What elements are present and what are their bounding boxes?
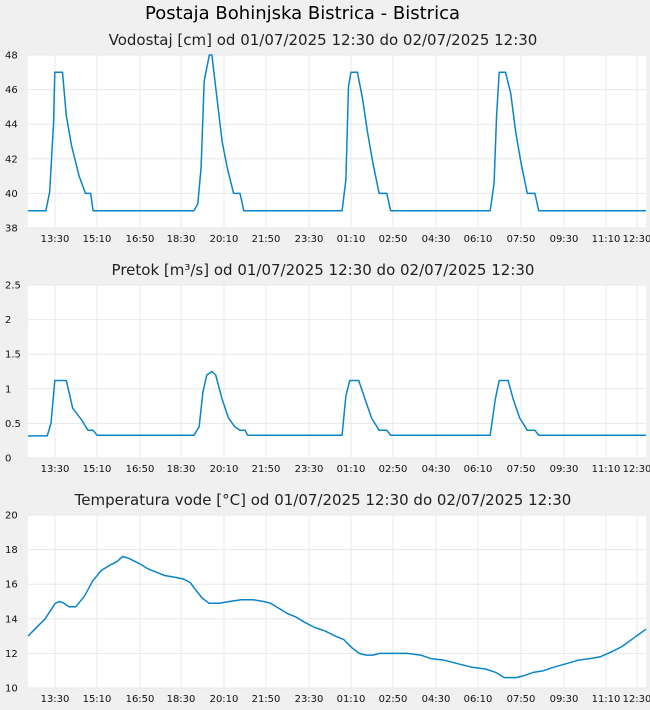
x-tick-label: 18:30 xyxy=(167,694,196,705)
y-tick-label: 42 xyxy=(5,154,18,165)
y-tick-label: 18 xyxy=(5,545,18,556)
x-tick-label: 04:30 xyxy=(422,464,451,475)
x-tick-label: 11:10 xyxy=(592,694,621,705)
y-tick-label: 2 xyxy=(5,315,11,326)
x-tick-label: 23:30 xyxy=(295,234,324,245)
x-tick-label: 23:30 xyxy=(295,694,324,705)
x-tick-label: 23:30 xyxy=(295,464,324,475)
y-tick-label: 20 xyxy=(5,511,18,522)
x-tick-label: 12:30 xyxy=(623,234,650,245)
x-tick-label: 06:10 xyxy=(464,464,493,475)
x-tick-label: 11:10 xyxy=(592,464,621,475)
y-tick-label: 38 xyxy=(5,224,18,235)
y-tick-label: 16 xyxy=(5,580,18,591)
x-tick-label: 02:50 xyxy=(379,464,408,475)
x-tick-label: 20:10 xyxy=(210,694,239,705)
x-tick-label: 12:30 xyxy=(623,464,650,475)
x-tick-label: 21:50 xyxy=(252,234,281,245)
x-tick-label: 18:30 xyxy=(167,234,196,245)
x-tick-label: 13:30 xyxy=(41,464,70,475)
x-tick-label: 04:30 xyxy=(422,234,451,245)
x-tick-label: 01:10 xyxy=(337,694,366,705)
chart-title: Pretok [m³/s] od 01/07/2025 12:30 do 02/… xyxy=(112,261,535,279)
x-tick-label: 15:10 xyxy=(83,694,112,705)
x-tick-label: 07:50 xyxy=(507,464,536,475)
x-tick-label: 18:30 xyxy=(167,464,196,475)
x-tick-label: 07:50 xyxy=(507,234,536,245)
y-tick-label: 40 xyxy=(5,189,18,200)
series-line xyxy=(28,370,646,437)
x-tick-label: 09:30 xyxy=(550,234,579,245)
x-tick-label: 09:30 xyxy=(550,464,579,475)
y-tick-label: 1.5 xyxy=(5,350,21,361)
series-line xyxy=(28,54,646,212)
plot-area xyxy=(28,285,646,458)
y-tick-label: 48 xyxy=(5,51,18,62)
y-tick-label: 46 xyxy=(5,85,18,96)
x-tick-label: 16:50 xyxy=(126,694,155,705)
plot-area xyxy=(28,515,646,688)
y-tick-label: 14 xyxy=(5,614,18,625)
x-tick-label: 20:10 xyxy=(210,464,239,475)
x-tick-label: 21:50 xyxy=(252,464,281,475)
chart-title: Vodostaj [cm] od 01/07/2025 12:30 do 02/… xyxy=(109,31,538,49)
y-tick-label: 0.5 xyxy=(5,419,21,430)
x-tick-label: 04:30 xyxy=(422,694,451,705)
series-line xyxy=(27,555,647,679)
x-tick-label: 12:30 xyxy=(623,694,650,705)
y-tick-label: 1 xyxy=(5,384,11,395)
y-tick-label: 12 xyxy=(5,649,18,660)
x-tick-label: 02:50 xyxy=(379,234,408,245)
x-tick-label: 20:10 xyxy=(210,234,239,245)
x-tick-label: 21:50 xyxy=(252,694,281,705)
plot-area xyxy=(28,55,646,228)
x-tick-label: 15:10 xyxy=(83,234,112,245)
x-tick-label: 13:30 xyxy=(41,694,70,705)
x-tick-label: 06:10 xyxy=(464,694,493,705)
x-tick-label: 01:10 xyxy=(337,464,366,475)
x-tick-label: 09:30 xyxy=(550,694,579,705)
y-tick-label: 2.5 xyxy=(5,281,21,292)
x-tick-label: 02:50 xyxy=(379,694,408,705)
x-tick-label: 01:10 xyxy=(337,234,366,245)
y-tick-label: 10 xyxy=(5,684,18,695)
chart-title: Temperatura vode [°C] od 01/07/2025 12:3… xyxy=(74,491,572,509)
x-tick-label: 07:50 xyxy=(507,694,536,705)
y-tick-label: 0 xyxy=(5,454,11,465)
y-tick-label: 44 xyxy=(5,120,18,131)
x-tick-label: 16:50 xyxy=(126,464,155,475)
x-tick-label: 13:30 xyxy=(41,234,70,245)
x-tick-label: 15:10 xyxy=(83,464,112,475)
page-title: Postaja Bohinjska Bistrica - Bistrica xyxy=(144,3,461,24)
x-tick-label: 16:50 xyxy=(126,234,155,245)
x-tick-label: 11:10 xyxy=(592,234,621,245)
x-tick-label: 06:10 xyxy=(464,234,493,245)
